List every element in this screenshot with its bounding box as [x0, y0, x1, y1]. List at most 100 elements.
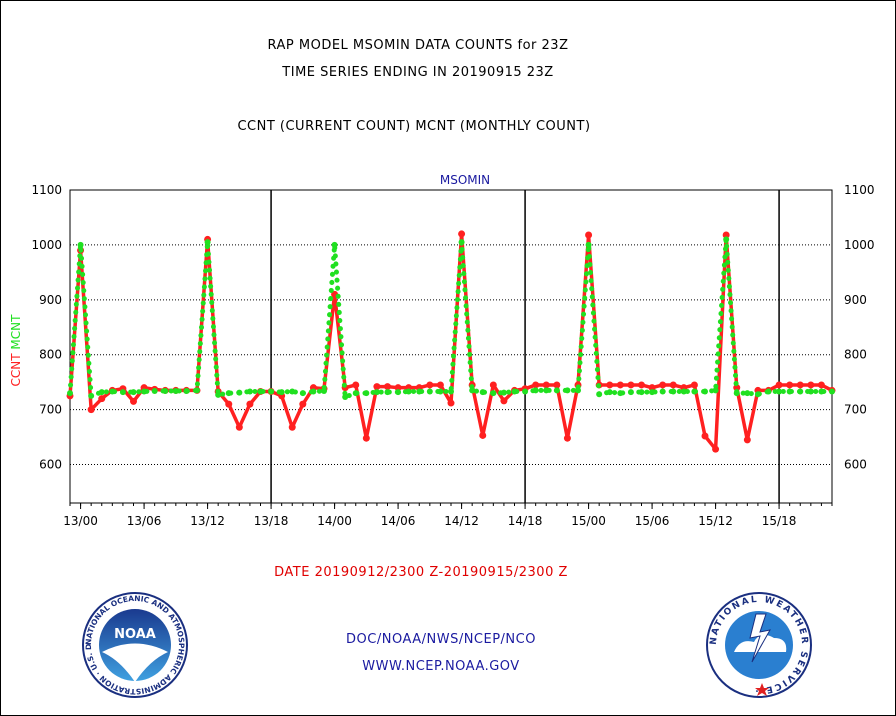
data-point-mcnt [257, 388, 264, 395]
data-point-ccnt [659, 381, 667, 389]
data-point-ccnt [98, 395, 106, 403]
data-point-mcnt [797, 388, 804, 395]
ytick-right-600: 600 [844, 458, 867, 472]
org-label[interactable]: DOC/NOAA/NWS/NCEP/NCO [346, 632, 536, 647]
data-point-mcnt [807, 388, 814, 395]
data-point-mcnt [88, 392, 95, 399]
data-point-ccnt [500, 397, 508, 405]
data-point-mcnt [532, 387, 539, 394]
data-point-mcnt [458, 239, 465, 246]
data-point-mcnt [405, 388, 412, 395]
nws-logo: NATIONAL WEATHER SERVICE · [706, 592, 812, 698]
xtick-label-15/12: 15/12 [698, 514, 733, 528]
data-point-mcnt [109, 388, 116, 395]
xtick-label-14/00: 14/00 [317, 514, 352, 528]
ytick-left-800: 800 [39, 348, 62, 362]
data-point-mcnt [585, 241, 592, 248]
chart-subtitle: CCNT (CURRENT COUNT) MCNT (MONTHLY COUNT… [237, 119, 591, 134]
data-point-mcnt [395, 389, 402, 396]
xtick-label-15/06: 15/06 [635, 514, 670, 528]
chart-title-line-1: RAP MODEL MSOMIN DATA COUNTS for 23Z [267, 38, 569, 53]
noaa-logo-text: NOAA [114, 627, 156, 642]
series-line-ccnt [68, 232, 833, 451]
data-point-ccnt [87, 406, 95, 414]
xtick-label-13/06: 13/06 [127, 514, 162, 528]
data-point-ccnt [733, 384, 741, 392]
ytick-right-1000: 1000 [844, 238, 875, 252]
data-point-mcnt [638, 389, 645, 396]
data-point-mcnt [77, 241, 84, 248]
data-point-ccnt [553, 381, 561, 389]
data-point-ccnt [563, 434, 571, 442]
data-point-mcnt [776, 388, 783, 395]
data-point-mcnt [606, 389, 613, 396]
data-point-ccnt [489, 381, 497, 389]
ytick-left-900: 900 [39, 293, 62, 307]
data-point-mcnt [702, 388, 708, 395]
xtick-label-14/06: 14/06 [381, 514, 416, 528]
data-point-mcnt [289, 388, 296, 395]
data-point-mcnt [310, 388, 317, 395]
data-point-mcnt [426, 388, 433, 395]
data-point-mcnt [299, 390, 306, 397]
data-point-mcnt [744, 390, 751, 397]
data-point-mcnt [119, 389, 126, 396]
data-point-mcnt [754, 391, 761, 398]
ytick-left-1000: 1000 [31, 238, 62, 252]
data-point-mcnt [151, 387, 158, 394]
data-point-ccnt [394, 384, 402, 392]
data-point-ccnt [130, 397, 137, 405]
data-point-mcnt [384, 389, 391, 396]
data-point-ccnt [796, 381, 804, 389]
data-point-ccnt [807, 381, 815, 389]
data-point-mcnt [691, 388, 698, 395]
data-point-ccnt [235, 423, 243, 431]
data-point-ccnt [542, 381, 550, 389]
y-axis-label-mcnt: MCNT [9, 314, 23, 350]
data-point-mcnt [627, 389, 634, 396]
data-point-ccnt [246, 400, 254, 408]
xtick-label-14/12: 14/12 [444, 514, 479, 528]
data-point-ccnt [288, 423, 296, 431]
data-point-ccnt [447, 399, 455, 407]
data-point-ccnt [669, 381, 677, 389]
data-point-ccnt [458, 230, 466, 238]
y-axis-label: CCNT MCNT [9, 314, 23, 387]
data-point-ccnt [701, 432, 709, 440]
data-point-mcnt [141, 388, 148, 395]
ytick-left-600: 600 [39, 458, 62, 472]
data-point-mcnt [680, 388, 687, 395]
data-point-mcnt [183, 387, 190, 394]
data-point-ccnt [616, 381, 624, 389]
data-point-mcnt [553, 387, 560, 394]
chart-title-line-2: TIME SERIES ENDING IN 20190915 23Z [282, 65, 554, 80]
ytick-left-1100: 1100 [31, 183, 62, 197]
data-point-mcnt [437, 388, 444, 395]
data-point-ccnt [786, 381, 794, 389]
data-point-mcnt [522, 388, 529, 395]
data-point-mcnt [268, 388, 275, 395]
data-point-ccnt [627, 381, 635, 389]
data-point-mcnt [321, 387, 327, 394]
data-point-mcnt [352, 390, 359, 397]
data-point-ccnt [648, 384, 656, 392]
data-point-mcnt [511, 388, 518, 395]
data-point-mcnt [479, 389, 486, 396]
noaa-logo: NATIONAL OCEANIC AND ATMOSPHERIC ADMINIS… [80, 590, 188, 698]
ytick-right-700: 700 [844, 403, 867, 417]
data-point-mcnt [564, 387, 571, 394]
data-point-mcnt [363, 390, 370, 397]
data-point-ccnt [585, 231, 593, 239]
data-point-ccnt [743, 436, 751, 444]
data-point-mcnt [373, 389, 380, 396]
data-point-mcnt [818, 388, 825, 395]
data-point-ccnt [532, 381, 540, 389]
data-point-mcnt [469, 387, 476, 394]
xtick-label-13/12: 13/12 [190, 514, 225, 528]
data-point-mcnt [130, 389, 137, 396]
data-point-mcnt [490, 390, 497, 397]
data-point-ccnt [690, 381, 698, 389]
data-point-mcnt [649, 389, 656, 396]
data-point-mcnt [342, 394, 349, 401]
url-link[interactable]: WWW.NCEP.NOAA.GOV [362, 659, 520, 674]
